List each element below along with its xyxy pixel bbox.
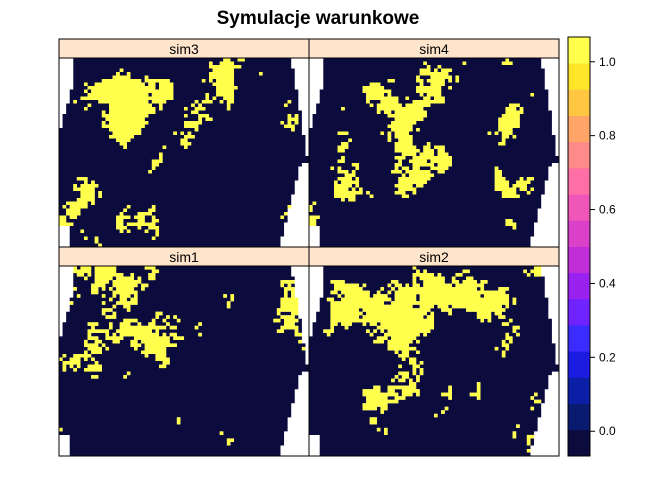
colorkey-bin	[568, 351, 590, 378]
colorkey-tick-label: 0.6	[599, 203, 616, 217]
colorkey-bin	[568, 115, 590, 143]
colorkey-bin	[568, 220, 590, 247]
panel-sim2-border	[308, 265, 560, 457]
panel-sim1-low-cells	[59, 266, 310, 457]
colorkey-tick-label: 0.8	[599, 129, 616, 143]
panel-sim2: sim2	[308, 246, 560, 457]
colorkey-tick-label: 1.0	[599, 55, 616, 69]
panel-grid: sim3 sim4 sim1 sim2	[58, 38, 560, 457]
panel-sim1-high-cells	[59, 266, 306, 446]
panel-sim3-low-cells	[59, 58, 310, 248]
colorkey-bin	[568, 429, 590, 457]
colorkey-bin	[568, 325, 590, 352]
panel-sim3-label: sim3	[169, 41, 199, 57]
colorkey-bin	[568, 377, 590, 405]
colorkey-bin	[568, 141, 590, 169]
colorkey-tick-label: 0.4	[599, 276, 616, 290]
panel-sim2-low-cells	[309, 266, 560, 457]
colorkey-bin	[568, 194, 590, 221]
panel-sim3: sim3	[58, 38, 310, 248]
panel-sim2-label: sim2	[419, 249, 449, 265]
colorkey-tick-label: 0.0	[599, 424, 616, 438]
colorkey-tick-label: 0.2	[599, 350, 616, 364]
colorkey-bin	[568, 272, 590, 300]
colorkey-bin	[568, 246, 590, 274]
panel-sim2-high-cells	[323, 266, 542, 453]
colorkey-bin	[568, 37, 590, 64]
colorkey-bin	[568, 298, 590, 326]
panel-sim3-high-cells	[59, 58, 299, 248]
panel-sim1: sim1	[58, 246, 310, 457]
panel-sim4-high-cells	[309, 58, 535, 230]
colorkey-border	[567, 36, 591, 457]
colorkey-bin	[568, 167, 590, 195]
colorkey-bin	[568, 89, 590, 116]
chart-title: Symulacje warunkowe	[217, 8, 420, 29]
panel-sim4-label: sim4	[419, 41, 449, 57]
colorkey-bin	[568, 63, 590, 90]
panel-sim1-label: sim1	[169, 249, 199, 265]
colorkey: 0.0 0.2 0.4 0.6 0.8 1.0	[567, 36, 616, 457]
panel-sim4: sim4	[308, 38, 560, 248]
colorkey-bin	[568, 403, 590, 431]
